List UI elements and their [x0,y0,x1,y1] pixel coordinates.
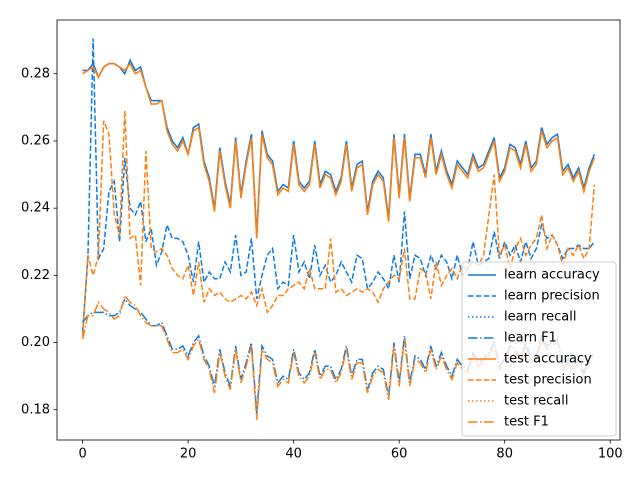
legend-label: learn recall [504,310,576,325]
series-line [81,38,595,333]
x-tick-label: 80 [496,447,513,462]
legend-label: learn accuracy [504,268,600,283]
y-tick-label: 0.24 [21,201,50,216]
x-tick-label: 60 [391,447,408,462]
series-line [82,58,596,236]
y-tick-label: 0.18 [21,402,50,417]
legend-box [461,261,617,437]
legend-label: test precision [504,373,592,388]
legend-label: learn F1 [504,331,557,346]
x-tick-label: 20 [180,447,197,462]
x-tick-label: 40 [285,447,302,462]
plot-frame [56,19,621,441]
legend-label: test recall [504,394,569,409]
y-tick-label: 0.20 [21,335,50,350]
legend: learn accuracy learn precision learn recal… [461,261,617,437]
legend-label: test F1 [504,415,549,430]
series-line [82,58,596,236]
legend-label: learn precision [504,289,600,304]
x-tick-label: 100 [598,447,623,462]
x-tick-label: 0 [78,447,86,462]
series-line [82,62,596,239]
series-line [82,62,596,239]
y-tick-label: 0.22 [21,268,50,283]
y-tick-label: 0.28 [21,66,50,81]
legend-label: test accuracy [504,352,592,367]
y-tick-label: 0.26 [21,133,50,148]
